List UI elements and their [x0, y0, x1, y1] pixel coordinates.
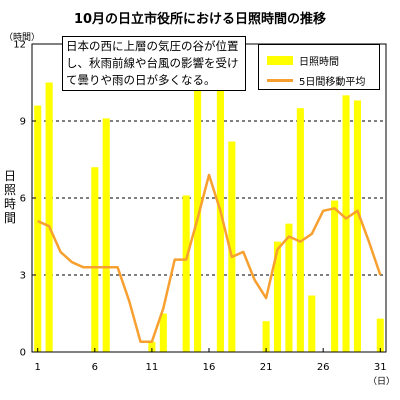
legend-swatch-line: [267, 79, 293, 82]
bar-day-27: [331, 200, 339, 352]
y-axis-label-char-2: 時: [4, 197, 16, 211]
bar-day-29: [353, 100, 361, 352]
x-ticks: 1 6 11 16 21 26 31: [35, 348, 387, 373]
y-tick-label-3: 3: [20, 271, 26, 282]
bar-day-2: [45, 82, 53, 352]
x-tick-label-16: 16: [203, 362, 216, 373]
grid: [32, 120, 386, 276]
x-tick-label-31: 31: [374, 362, 387, 373]
bar-day-24: [296, 108, 304, 353]
bar-day-14: [182, 195, 190, 352]
bar-day-28: [342, 95, 350, 352]
legend-label-bar: 日照時間: [299, 57, 339, 68]
y-axis-label-char-0: 日: [4, 169, 16, 183]
bar-day-23: [285, 223, 293, 352]
legend-item-line: 5日間移動平均: [267, 73, 365, 88]
bar-day-21: [262, 321, 270, 352]
bar-day-17: [216, 90, 224, 352]
bar-day-22: [273, 241, 282, 352]
y-ticks: 0 3 6 9 12: [13, 40, 36, 359]
legend-label-line: 5日間移動平均: [299, 77, 366, 88]
y-axis-label: 日照時間: [4, 169, 16, 225]
x-tick-label-1: 1: [35, 362, 41, 373]
chart-title: 10月の日立市役所における日照時間の推移: [74, 11, 326, 27]
bar-day-18: [228, 141, 236, 352]
bar-series: [34, 82, 384, 353]
y-tick-label-9: 9: [20, 117, 26, 128]
y-axis-label-char-3: 間: [4, 211, 16, 225]
y-tick-label-12: 12: [13, 40, 26, 51]
bar-day-1: [34, 105, 42, 352]
bar-day-12: [159, 313, 167, 352]
x-tick-label-21: 21: [260, 362, 273, 373]
bar-day-31: [376, 318, 384, 352]
x-unit-label: （日）: [368, 376, 395, 387]
moving-average-line: [37, 173, 382, 343]
y-tick-label-0: 0: [20, 348, 26, 359]
x-tick-label-11: 11: [146, 362, 159, 373]
legend-item-bar: 日照時間: [267, 53, 339, 68]
y-tick-label-6: 6: [20, 194, 26, 205]
y-axis-label-char-1: 照: [4, 183, 16, 197]
bar-day-7: [102, 118, 110, 352]
bar-day-11: [148, 341, 156, 352]
line-series: [37, 173, 382, 343]
bar-day-25: [308, 295, 316, 352]
x-tick-label-26: 26: [317, 362, 330, 373]
x-tick-label-6: 6: [92, 362, 98, 373]
y-unit-label: （時間）: [4, 32, 40, 43]
legend-swatch-bar: [267, 56, 293, 65]
legend: 日照時間 5日間移動平均: [258, 44, 380, 90]
annotation-box: 日本の西に上層の気圧の谷が位置し、秋雨前線や台風の影響を受けて曇りや雨の日が多く…: [62, 36, 246, 91]
bar-day-6: [91, 167, 99, 352]
annotation-text: 日本の西に上層の気圧の谷が位置し、秋雨前線や台風の影響を受けて曇りや雨の日が多く…: [66, 39, 239, 87]
